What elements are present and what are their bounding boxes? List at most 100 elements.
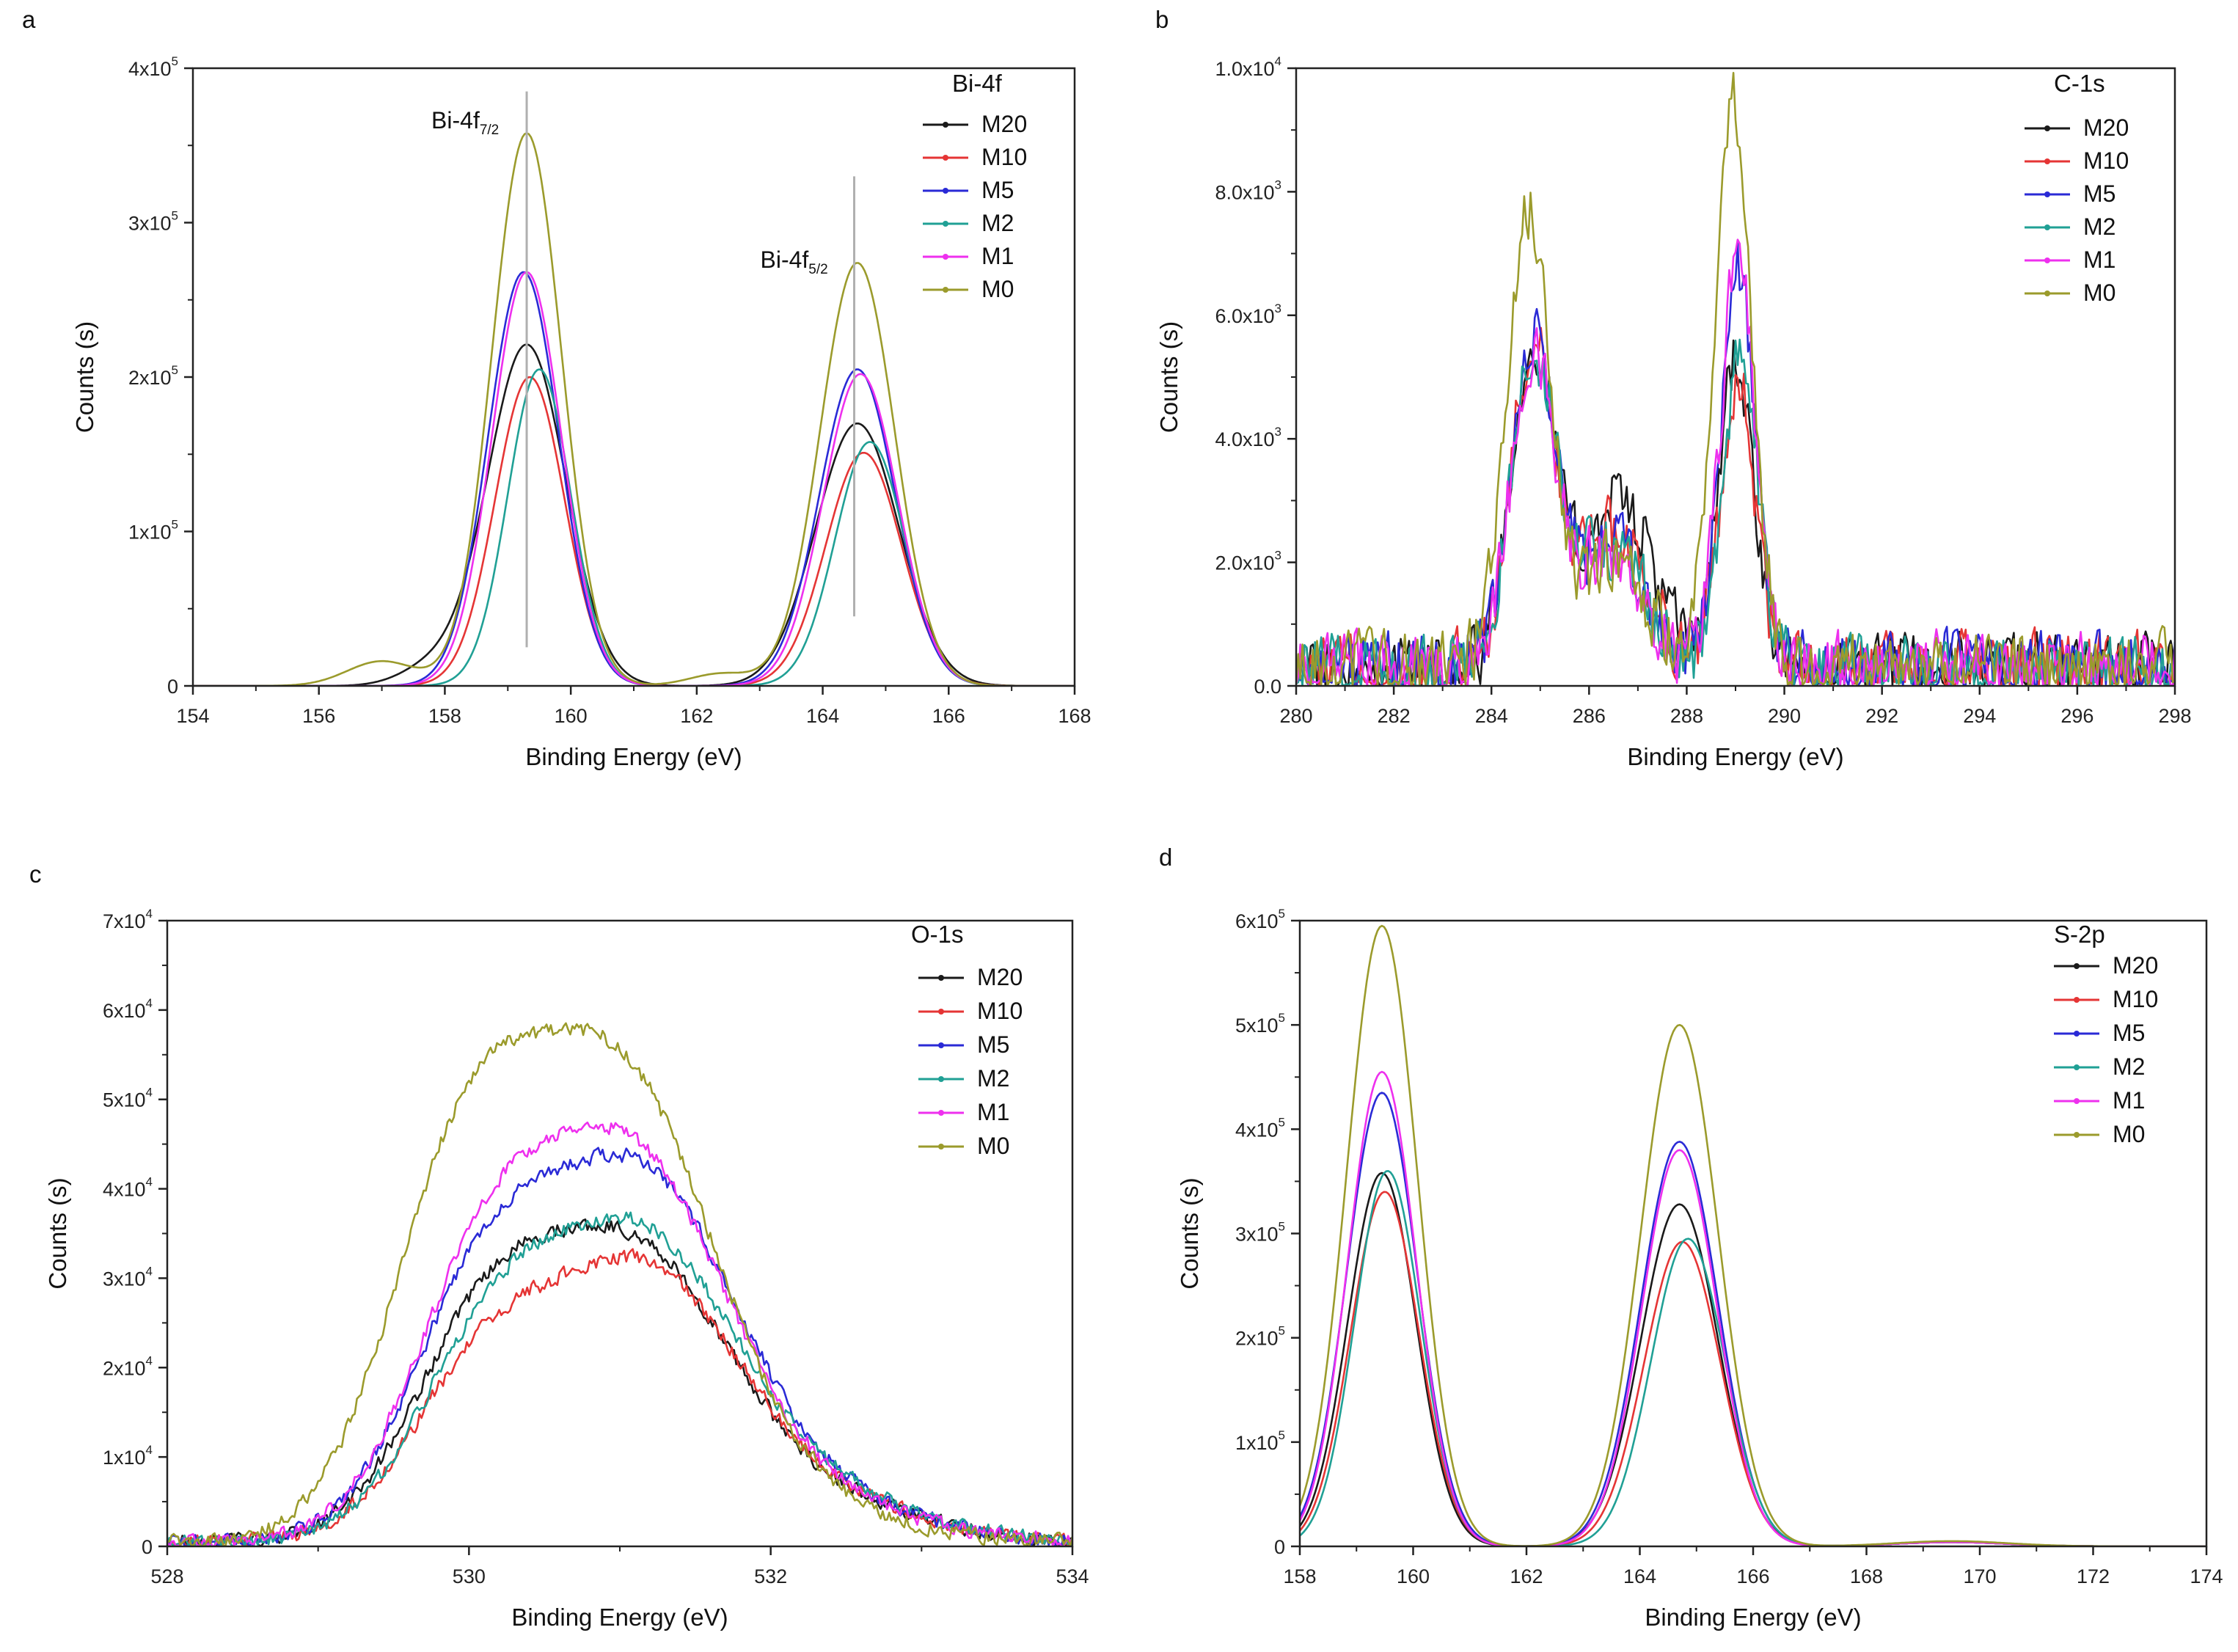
y-tick-label: 0 xyxy=(142,1536,153,1558)
series-line-M1 xyxy=(167,1121,1072,1546)
y-tick-label: 2x105 xyxy=(1235,1324,1285,1350)
panel-letter: a xyxy=(22,6,36,33)
legend-marker-M20 xyxy=(943,122,948,128)
x-tick-label: 166 xyxy=(1736,1565,1769,1587)
series-group xyxy=(193,132,1075,686)
panel-a: a 154 156 158 160 162 164 166 168 0 1x105 2x105 3x10… xyxy=(22,6,1091,770)
legend-marker-M2 xyxy=(943,221,948,227)
series-line-M10 xyxy=(167,1248,1072,1546)
series-line-M10 xyxy=(193,376,1075,686)
panel-c: c 528 530 532 534 0 1x104 2x104 3x104 4x104 5x104 6… xyxy=(29,860,1089,1631)
legend: M20 M10 M5 M2 M1 M0 xyxy=(2054,952,2158,1147)
x-tick-label: 160 xyxy=(555,705,588,727)
plot-frame xyxy=(166,919,1074,1548)
y-tick-label: 1x105 xyxy=(128,518,178,544)
x-tick-label: 156 xyxy=(302,705,335,727)
y-tick-label: 5x105 xyxy=(1235,1011,1285,1037)
x-tick-label: 530 xyxy=(453,1565,486,1587)
y-tick-label: 7x104 xyxy=(103,907,153,932)
x-tick-label: 154 xyxy=(176,705,209,727)
legend-marker-M1 xyxy=(943,254,948,260)
x-tick-label: 296 xyxy=(2060,705,2093,727)
y-tick-label: 1.0x104 xyxy=(1215,54,1281,80)
legend-marker-M20 xyxy=(2074,963,2080,969)
x-axis-label: Binding Energy (eV) xyxy=(511,1604,728,1631)
peak-annotation: Bi-4f5/2 xyxy=(761,246,828,277)
series-line-M10 xyxy=(1300,1191,2206,1546)
legend-marker-M10 xyxy=(938,1009,944,1015)
legend-marker-M10 xyxy=(2044,158,2050,164)
series-line-M5 xyxy=(1296,242,2175,686)
series-line-M1 xyxy=(1300,1070,2206,1546)
legend-label-M10: M10 xyxy=(2113,986,2158,1012)
y-tick-label: 4x105 xyxy=(128,54,178,80)
x-axis-label: Binding Energy (eV) xyxy=(1627,743,1843,770)
legend-marker-M10 xyxy=(2074,997,2080,1003)
series-group xyxy=(1296,72,2175,686)
legend-marker-M20 xyxy=(938,975,944,981)
y-tick-label: 5x104 xyxy=(103,1086,153,1111)
y-tick-label: 2x104 xyxy=(103,1353,153,1379)
legend-marker-M20 xyxy=(2044,125,2050,131)
x-tick-label: 158 xyxy=(1283,1565,1316,1587)
legend-label-M5: M5 xyxy=(981,177,1014,203)
series-line-M5 xyxy=(1300,1092,2206,1546)
legend-label-M1: M1 xyxy=(977,1099,1009,1125)
legend-label-M10: M10 xyxy=(981,144,1027,170)
x-tick-label: 168 xyxy=(1850,1565,1883,1587)
y-tick-label: 4x104 xyxy=(103,1175,153,1201)
x-tick-label: 164 xyxy=(1623,1565,1656,1587)
y-tick-label: 4.0x103 xyxy=(1215,425,1281,450)
legend-label-M20: M20 xyxy=(981,111,1027,137)
legend-label-M1: M1 xyxy=(981,243,1014,269)
series-group xyxy=(1300,924,2206,1546)
legend-label-M0: M0 xyxy=(981,276,1014,302)
legend-marker-M5 xyxy=(2044,191,2050,197)
y-axis-label: Counts (s) xyxy=(71,321,98,433)
panel-title: Bi-4f xyxy=(952,70,1003,97)
y-tick-label: 3x104 xyxy=(103,1264,153,1290)
x-tick-label: 160 xyxy=(1397,1565,1430,1587)
x-tick-label: 528 xyxy=(150,1565,183,1587)
legend-label-M10: M10 xyxy=(977,998,1023,1024)
x-tick-label: 158 xyxy=(428,705,461,727)
y-tick-label: 4x105 xyxy=(1235,1115,1285,1141)
x-tick-label: 294 xyxy=(1963,705,1996,727)
x-axis-label: Binding Energy (eV) xyxy=(525,743,742,770)
peak-annotation: Bi-4f7/2 xyxy=(431,107,499,138)
x-tick-label: 166 xyxy=(932,705,965,727)
legend-marker-M2 xyxy=(2044,224,2050,230)
y-tick-label: 2.0x103 xyxy=(1215,549,1281,574)
series-line-M2 xyxy=(193,368,1075,686)
panel-title: C-1s xyxy=(2054,70,2105,97)
series-line-M2 xyxy=(167,1211,1072,1546)
series-line-M10 xyxy=(1296,326,2175,686)
legend-label-M20: M20 xyxy=(977,964,1023,990)
legend-marker-M1 xyxy=(938,1110,944,1116)
panel-b: b 280 282 284 286 288 290 292 294 296 298 0.0 2.0x10… xyxy=(1155,6,2192,770)
x-tick-label: 292 xyxy=(1865,705,1898,727)
series-group xyxy=(167,1022,1072,1546)
y-tick-label: 2x105 xyxy=(128,363,178,389)
series-line-M5 xyxy=(167,1147,1072,1546)
plot-frame xyxy=(1298,919,2208,1548)
legend-label-M2: M2 xyxy=(977,1065,1009,1092)
legend-marker-M0 xyxy=(2044,290,2050,296)
legend-label-M0: M0 xyxy=(2083,279,2116,306)
x-tick-label: 282 xyxy=(1378,705,1411,727)
series-line-M0 xyxy=(167,1022,1072,1546)
legend-label-M0: M0 xyxy=(977,1133,1009,1159)
y-tick-label: 6x105 xyxy=(1235,907,1285,932)
legend-label-M5: M5 xyxy=(2083,180,2116,207)
x-tick-label: 534 xyxy=(1056,1565,1089,1587)
legend-marker-M0 xyxy=(943,287,948,293)
y-axis-label: Counts (s) xyxy=(1155,321,1182,433)
x-tick-label: 298 xyxy=(2158,705,2191,727)
y-axis-label: Counts (s) xyxy=(1176,1177,1203,1289)
y-tick-label: 3x105 xyxy=(128,209,178,235)
x-tick-label: 532 xyxy=(754,1565,787,1587)
series-line-M0 xyxy=(1296,72,2175,686)
legend-marker-M10 xyxy=(943,155,948,161)
x-tick-label: 284 xyxy=(1475,705,1508,727)
